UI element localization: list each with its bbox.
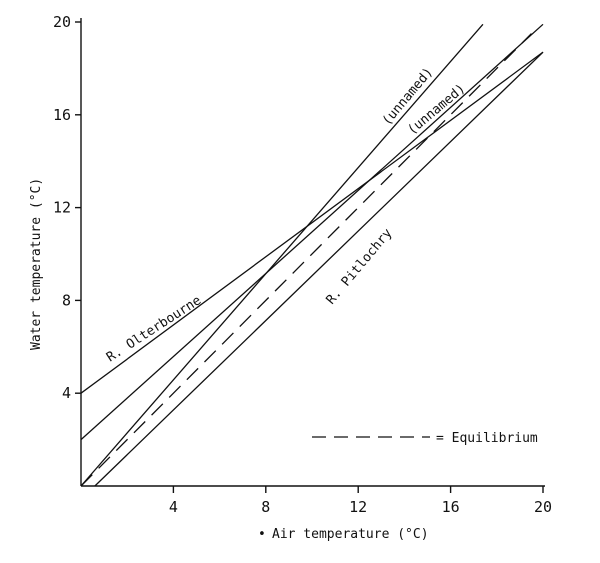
x-axis-marker: • xyxy=(258,527,266,542)
series-line-unnamed-2 xyxy=(80,23,544,441)
axes: 4 8 12 16 20 4 8 12 16 20 xyxy=(53,13,552,516)
series-label-olterbourne: R. Olterbourne xyxy=(104,293,204,365)
legend-text: = Equilibrium xyxy=(436,431,538,446)
series-line-unnamed-1 xyxy=(80,23,484,487)
x-tick-label: 20 xyxy=(534,498,552,516)
series-line-equilibrium-4 xyxy=(80,33,532,487)
y-tick-label: 20 xyxy=(53,13,71,31)
series-group xyxy=(80,23,544,487)
series-line-r-olterbourne-0 xyxy=(80,51,544,394)
x-tick-label: 16 xyxy=(442,498,460,516)
series-line-r-pitlochry-3 xyxy=(94,51,544,487)
y-tick-label: 16 xyxy=(53,106,71,124)
x-tick-label: 4 xyxy=(169,498,178,516)
series-label-pitlochry: R. Pitlochry xyxy=(324,226,396,308)
y-tick-label: 4 xyxy=(62,384,71,402)
x-tick-label: 12 xyxy=(349,498,367,516)
y-tick-label: 8 xyxy=(62,291,71,309)
y-tick-label: 12 xyxy=(53,199,71,217)
x-axis-label: Air temperature (°C) xyxy=(272,527,429,542)
y-axis-label: Water temperature (°C) xyxy=(29,178,44,350)
x-tick-label: 8 xyxy=(261,498,270,516)
